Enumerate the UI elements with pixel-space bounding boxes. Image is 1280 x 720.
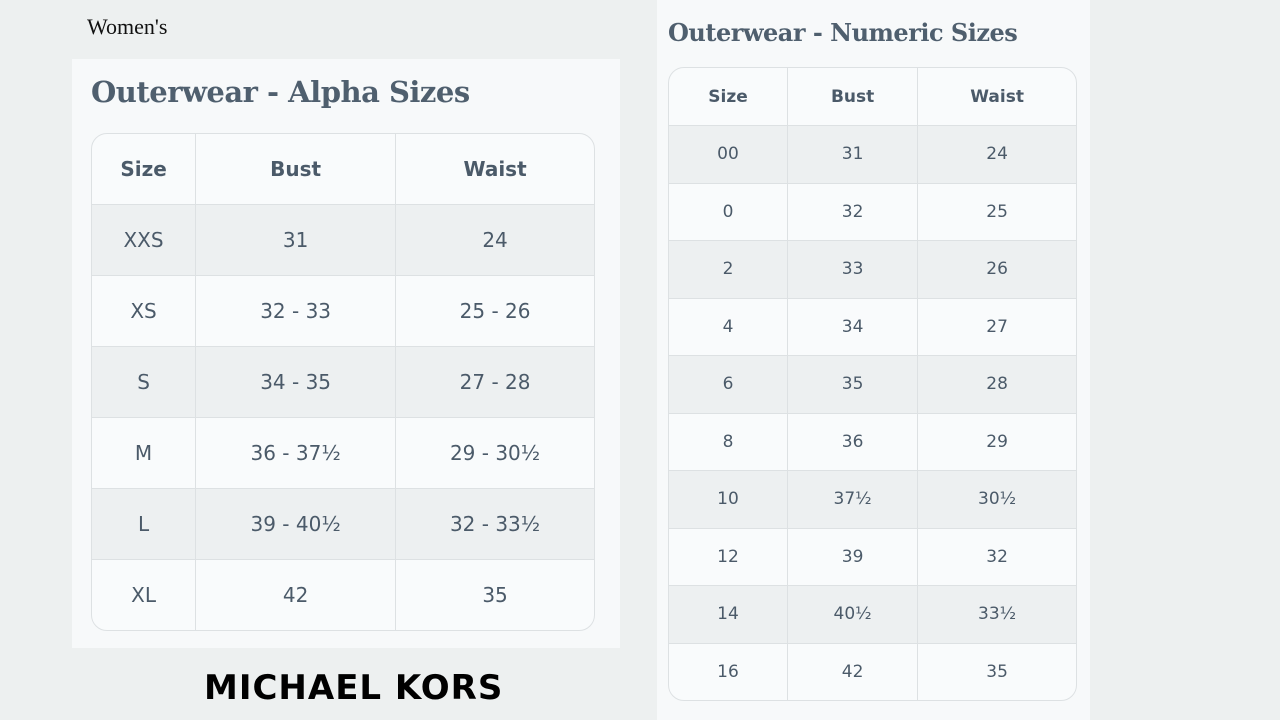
table-row: S 34 - 35 27 - 28 (92, 347, 594, 418)
table-cell: 32 - 33½ (396, 489, 594, 560)
table-cell: S (92, 347, 197, 418)
header-row: Size Bust Waist (92, 134, 594, 205)
table-cell: 4 (669, 298, 788, 356)
table-cell: 37½ (788, 471, 919, 529)
table-cell: 16 (669, 643, 788, 700)
table-cell: 28 (918, 356, 1076, 414)
table-cell: 39 (788, 528, 919, 586)
table-cell: 33 (788, 241, 919, 299)
brand-logo: MICHAEL KORS (204, 668, 504, 708)
table-cell: 34 (788, 298, 919, 356)
column-header: Waist (396, 134, 594, 205)
column-header: Size (92, 134, 197, 205)
table-cell: 36 (788, 413, 919, 471)
table-cell: 26 (918, 241, 1076, 299)
table-cell: 8 (669, 413, 788, 471)
table-row: 0 32 25 (669, 183, 1076, 241)
table-row: L 39 - 40½ 32 - 33½ (92, 489, 594, 560)
numeric-sizes-title: Outerwear - Numeric Sizes (668, 18, 1018, 47)
table-cell: 42 (788, 643, 919, 700)
alpha-sizes-title: Outerwear - Alpha Sizes (91, 75, 470, 109)
table-row: 00 31 24 (669, 126, 1076, 184)
column-header: Size (669, 68, 788, 126)
table-cell: 33½ (918, 586, 1076, 644)
womens-label: Women's (87, 14, 168, 39)
table-cell: 29 (918, 414, 1076, 471)
table-cell: 27 (918, 299, 1076, 356)
table-cell: M (92, 418, 197, 489)
table-cell: 32 - 33 (196, 276, 397, 347)
table-row: 12 39 32 (669, 528, 1076, 586)
table-cell: XS (92, 276, 197, 347)
table-row: XS 32 - 33 25 - 26 (92, 276, 594, 347)
column-header: Bust (196, 134, 397, 205)
table-cell: 29 - 30½ (396, 418, 594, 489)
table-cell: 12 (669, 528, 788, 586)
table-row: 8 36 29 (669, 413, 1076, 471)
table-cell: 40½ (788, 586, 919, 644)
alpha-sizes-table: Size Bust Waist XXS 31 24 XS 32 - 33 25 - 26 S 34 … (91, 133, 595, 631)
column-header: Bust (788, 68, 919, 126)
header-row: Size Bust Waist (669, 68, 1076, 126)
table-cell: 0 (669, 183, 788, 241)
column-header: Waist (918, 68, 1076, 126)
table-cell: 36 - 37½ (196, 418, 397, 489)
table-cell: 35 (986, 661, 1008, 682)
table-cell: 31 (788, 126, 919, 184)
table-cell: 31 (196, 205, 397, 276)
table-row: 10 37½ 30½ (669, 471, 1076, 529)
table-cell: 42 (196, 560, 397, 630)
table-cell: 32 (788, 183, 919, 241)
table-cell: 39 - 40½ (196, 489, 397, 560)
table-cell: 30½ (918, 471, 1076, 529)
table-cell: 6 (669, 356, 788, 414)
table-row: XXS 31 24 (92, 205, 594, 276)
table-row: 6 35 28 (669, 356, 1076, 414)
table-cell: 00 (669, 126, 788, 184)
table-cell: 34 - 35 (196, 347, 397, 418)
table-cell: XL (92, 560, 197, 630)
table-cell: 32 (918, 529, 1076, 586)
table-row: 16 42 35 (669, 643, 1076, 700)
table-cell: 25 - 26 (396, 276, 594, 347)
table-cell: 2 (669, 241, 788, 299)
numeric-sizes-panel: Outerwear - Numeric Sizes Size Bust Waist 0… (657, 0, 1090, 720)
table-cell: 27 - 28 (396, 347, 594, 418)
table-cell: 14 (669, 586, 788, 644)
table-row: XL 42 35 (92, 560, 594, 630)
table-cell: 25 (918, 184, 1076, 241)
table-cell: XXS (92, 205, 197, 276)
table-cell: L (92, 489, 197, 560)
table-cell: 24 (918, 126, 1076, 184)
table-cell: 35 (788, 356, 919, 414)
table-row: 2 33 26 (669, 241, 1076, 299)
numeric-sizes-table: Size Bust Waist 00 31 24 0 32 25 2 33 26 4 34 27 6 35 28 8… (668, 67, 1077, 701)
table-row: 14 40½ 33½ (669, 586, 1076, 644)
table-cell: 24 (396, 205, 594, 276)
table-row: 4 34 27 (669, 298, 1076, 356)
alpha-sizes-panel: Outerwear - Alpha Sizes Size Bust Waist XXS… (72, 59, 620, 648)
table-cell: 10 (669, 471, 788, 529)
table-row: M 36 - 37½ 29 - 30½ (92, 418, 594, 489)
table-cell: 35 (482, 583, 508, 607)
